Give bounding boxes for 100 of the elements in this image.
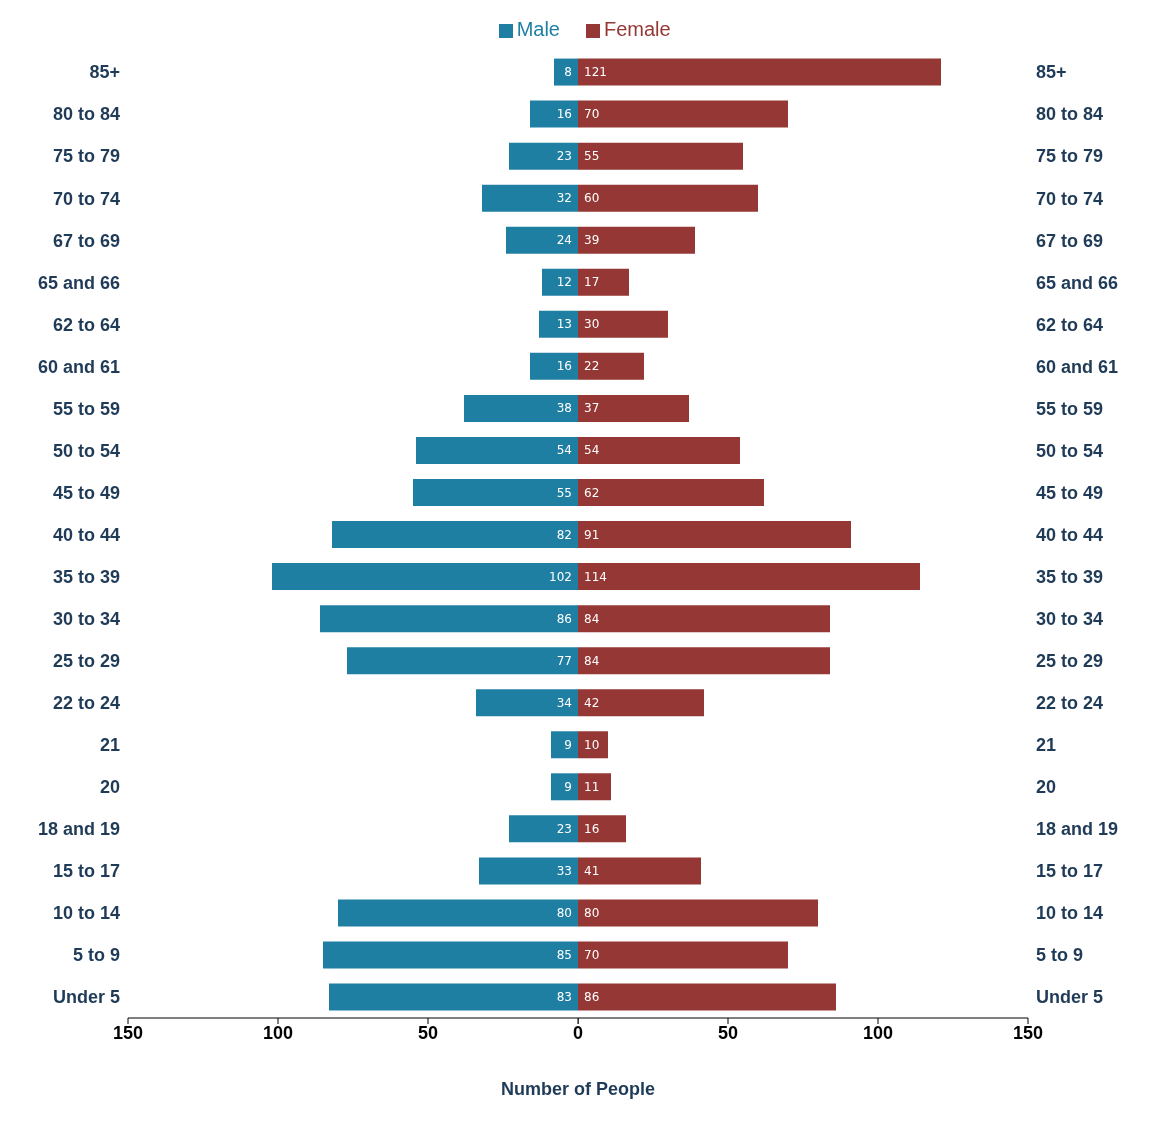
y-tick-label: 22 to 24 <box>1036 693 1104 714</box>
data-label: 23 <box>556 821 572 836</box>
y-tick-label: 67 to 69 <box>1036 230 1104 251</box>
data-label: 12 <box>556 275 572 290</box>
data-label: 39 <box>584 233 600 248</box>
y-tick-label: 60 and 61 <box>37 356 120 377</box>
y-tick-label: 25 to 29 <box>1036 651 1104 672</box>
y-tick-label: 5 to 9 <box>72 945 120 966</box>
y-tick-label: 75 to 79 <box>52 146 120 167</box>
y-tick-label: 80 to 84 <box>52 104 120 125</box>
y-tick-label: 65 and 66 <box>1036 272 1119 293</box>
data-label: 30 <box>584 317 600 332</box>
y-tick-label: 85+ <box>1036 62 1067 83</box>
y-tick-label: 10 to 14 <box>1036 903 1104 924</box>
y-tick-label: 55 to 59 <box>1036 398 1104 419</box>
data-label: 9 <box>564 779 572 794</box>
data-label: 91 <box>584 527 600 542</box>
y-tick-label: 67 to 69 <box>52 230 120 251</box>
y-tick-label: 35 to 39 <box>1036 566 1104 587</box>
y-tick-label: 55 to 59 <box>52 398 120 419</box>
data-label: 84 <box>584 611 600 626</box>
data-label: 84 <box>584 653 600 668</box>
y-tick-label: 20 <box>1036 777 1057 798</box>
y-tick-label: 40 to 44 <box>52 524 120 545</box>
data-label: 37 <box>584 401 600 416</box>
data-label: 121 <box>584 65 607 80</box>
data-label: 42 <box>584 695 600 710</box>
data-label: 16 <box>556 359 572 374</box>
y-tick-label: 15 to 17 <box>52 861 120 882</box>
x-tick-label: 50 <box>717 1022 739 1043</box>
data-label: 16 <box>584 821 600 836</box>
y-tick-label: 22 to 24 <box>52 693 120 714</box>
data-label: 55 <box>584 149 600 164</box>
data-label: 41 <box>584 863 600 878</box>
data-label: 55 <box>556 485 572 500</box>
y-tick-label: 20 <box>99 777 120 798</box>
y-tick-label: 62 to 64 <box>1036 314 1104 335</box>
data-label: 86 <box>556 611 572 626</box>
data-label: 33 <box>556 863 572 878</box>
y-tick-label: 18 and 19 <box>37 819 120 840</box>
legend-label: Male <box>516 18 560 40</box>
y-tick-label: 10 to 14 <box>52 903 120 924</box>
data-label: 80 <box>556 905 572 920</box>
y-tick-label: 50 to 54 <box>1036 440 1104 461</box>
y-tick-label: 65 and 66 <box>37 272 120 293</box>
data-label: 17 <box>584 275 600 290</box>
y-tick-label: 50 to 54 <box>52 440 120 461</box>
y-tick-label: 45 to 49 <box>52 482 120 503</box>
data-label: 8 <box>564 65 572 80</box>
data-label: 13 <box>556 317 572 332</box>
y-tick-label: 70 to 74 <box>1036 188 1104 209</box>
data-label: 22 <box>584 359 600 374</box>
y-tick-label: 21 <box>1036 735 1057 756</box>
x-tick-label: 150 <box>1012 1022 1044 1043</box>
data-label: 70 <box>584 107 600 122</box>
y-tick-label: Under 5 <box>52 987 120 1008</box>
y-tick-label: 75 to 79 <box>1036 146 1104 167</box>
y-tick-label: 40 to 44 <box>1036 524 1104 545</box>
bar <box>554 58 578 86</box>
data-label: 23 <box>556 149 572 164</box>
x-tick-label: 100 <box>262 1022 294 1043</box>
data-label: 77 <box>556 653 572 668</box>
legend-label: Female <box>604 18 671 40</box>
data-label: 114 <box>584 569 607 584</box>
data-label: 54 <box>584 443 600 458</box>
y-tick-label: 62 to 64 <box>52 314 120 335</box>
y-tick-label: 85+ <box>89 62 120 83</box>
data-label: 102 <box>549 569 572 584</box>
data-label: 83 <box>556 990 572 1005</box>
x-axis-title: Number of People <box>500 1079 656 1100</box>
data-label: 82 <box>556 527 572 542</box>
x-tick-label: 150 <box>112 1022 144 1043</box>
y-tick-label: 21 <box>99 735 120 756</box>
y-tick-label: 45 to 49 <box>1036 482 1104 503</box>
y-tick-label: 60 and 61 <box>1036 356 1119 377</box>
y-tick-label: 5 to 9 <box>1036 945 1084 966</box>
data-label: 11 <box>584 779 600 794</box>
y-tick-label: 30 to 34 <box>52 608 120 629</box>
data-label: 60 <box>584 191 600 206</box>
y-tick-label: 25 to 29 <box>52 651 120 672</box>
data-label: 16 <box>556 107 572 122</box>
x-tick-label: 50 <box>417 1022 439 1043</box>
data-label: 70 <box>584 947 600 962</box>
x-tick-label: 0 <box>572 1022 584 1043</box>
y-tick-label: 80 to 84 <box>1036 104 1104 125</box>
data-label: 80 <box>584 905 600 920</box>
data-label: 54 <box>556 443 572 458</box>
y-tick-label: Under 5 <box>1036 987 1104 1008</box>
x-tick-label: 100 <box>862 1022 894 1043</box>
y-tick-label: 30 to 34 <box>1036 608 1104 629</box>
data-label: 34 <box>556 695 572 710</box>
data-label: 62 <box>584 485 600 500</box>
data-label: 10 <box>584 737 600 752</box>
y-tick-label: 18 and 19 <box>1036 819 1119 840</box>
y-tick-label: 70 to 74 <box>52 188 120 209</box>
data-label: 38 <box>556 401 572 416</box>
y-tick-label: 15 to 17 <box>1036 861 1104 882</box>
data-label: 85 <box>556 947 572 962</box>
y-tick-label: 35 to 39 <box>52 566 120 587</box>
data-label: 86 <box>584 990 600 1005</box>
